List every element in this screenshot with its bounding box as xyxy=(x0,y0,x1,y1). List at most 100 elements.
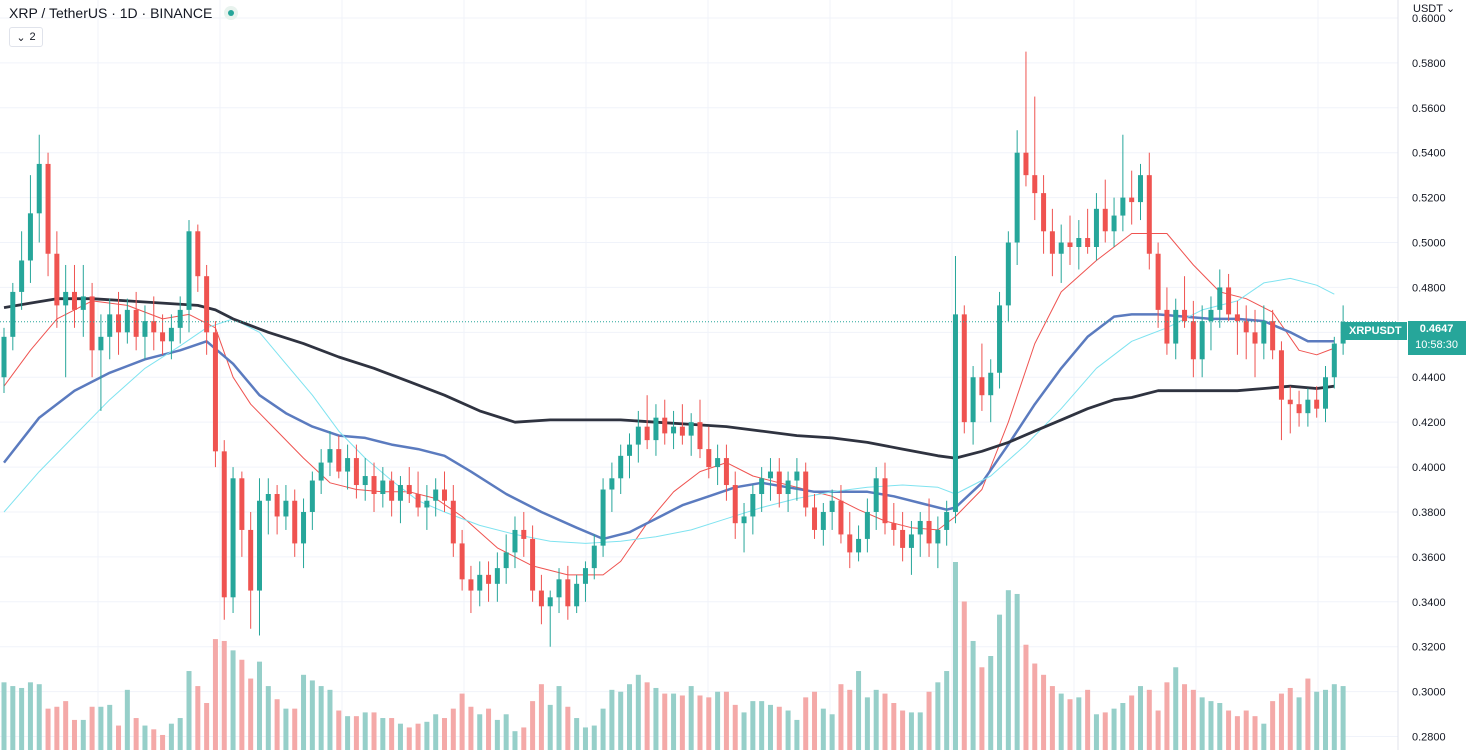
ma-line-ma-cyan xyxy=(3,277,1335,544)
indicators-toggle[interactable]: ⌄ 2 xyxy=(9,27,43,47)
candle xyxy=(450,485,456,557)
candle xyxy=(1137,163,1143,221)
candle-body xyxy=(988,372,994,396)
volume-bar xyxy=(116,725,122,750)
candle xyxy=(1278,341,1284,441)
price-tick-label: 0.3400 xyxy=(1412,597,1446,609)
candle-body xyxy=(353,458,359,486)
volume-bar xyxy=(1305,678,1311,750)
symbol-title[interactable]: XRP / TetherUS · 1D · BINANCE xyxy=(9,5,213,21)
candle-body xyxy=(776,471,782,495)
candle-body xyxy=(283,500,289,517)
volume-bar xyxy=(979,667,985,750)
candle-body xyxy=(98,336,104,351)
candle-body xyxy=(1340,321,1346,344)
volume-bar xyxy=(397,723,403,750)
candle-body xyxy=(1323,377,1328,409)
currency-selector[interactable]: USDT ⌄ xyxy=(1413,2,1455,15)
candle xyxy=(89,282,95,378)
price-tag-symbol: XRPUSDT xyxy=(1344,322,1407,340)
candle xyxy=(54,231,60,328)
volume-bar xyxy=(838,684,844,750)
volume-bar xyxy=(970,640,976,750)
volume-bars xyxy=(1,562,1346,750)
ma-line-ma-fast xyxy=(3,233,1335,576)
volume-bar xyxy=(19,687,25,750)
volume-bar xyxy=(248,678,254,750)
candle-body xyxy=(1085,238,1091,248)
candle xyxy=(116,291,122,355)
volume-bar xyxy=(512,731,518,750)
candle xyxy=(1023,51,1029,187)
candle xyxy=(979,343,985,411)
candle xyxy=(997,291,1003,389)
price-tick-label: 0.4800 xyxy=(1412,282,1446,294)
candle-body xyxy=(477,574,483,591)
candle xyxy=(776,458,782,508)
market-status-icon[interactable] xyxy=(224,6,239,20)
candle-body xyxy=(424,500,430,508)
price-tick-label: 0.3800 xyxy=(1412,507,1446,519)
candle xyxy=(1217,269,1223,328)
candle xyxy=(318,449,324,495)
candle-body xyxy=(1182,309,1188,322)
volume-bar xyxy=(803,697,809,750)
volume-bar xyxy=(1252,716,1258,750)
volume-bar xyxy=(1243,710,1249,750)
candle xyxy=(336,435,342,479)
candle xyxy=(442,471,447,512)
volume-bar xyxy=(917,712,923,750)
candle-body xyxy=(1014,152,1020,243)
candle-body xyxy=(944,511,950,530)
price-tick-label: 0.5400 xyxy=(1412,148,1446,160)
candle xyxy=(812,494,818,539)
candle-body xyxy=(917,520,923,535)
indicator-count: 2 xyxy=(29,31,36,43)
volume-bar xyxy=(362,712,368,750)
candle xyxy=(177,296,183,344)
candle xyxy=(856,525,862,562)
volume-bar xyxy=(1049,686,1055,750)
volume-bar xyxy=(565,706,571,750)
candle xyxy=(635,410,641,463)
candle-body xyxy=(265,494,271,501)
volume-bar xyxy=(336,710,342,750)
candle xyxy=(935,516,941,569)
candle xyxy=(1323,366,1328,423)
candle xyxy=(1190,300,1196,378)
candle-body xyxy=(36,163,42,214)
volume-bar xyxy=(221,640,227,750)
volume-bar xyxy=(36,684,42,750)
chevron-down-icon: ⌄ xyxy=(1445,3,1456,15)
candle-body xyxy=(204,276,210,333)
volume-bar xyxy=(406,727,412,750)
candle xyxy=(503,534,509,584)
candle xyxy=(988,359,994,423)
volume-bar xyxy=(785,710,791,750)
volume-bar xyxy=(151,729,157,750)
candle-body xyxy=(1217,287,1223,310)
candle xyxy=(380,467,386,508)
volume-bar xyxy=(1296,697,1302,750)
candle-body xyxy=(688,422,694,436)
candle xyxy=(63,264,69,378)
volume-bar xyxy=(767,704,773,750)
candle xyxy=(820,502,826,546)
candle-body xyxy=(503,552,509,569)
volume-bar xyxy=(662,693,668,750)
volume-bar xyxy=(239,659,245,750)
candle-body xyxy=(882,478,888,524)
candle xyxy=(345,444,351,490)
volume-bar xyxy=(521,727,527,750)
volume-bar xyxy=(829,714,835,750)
candle-body xyxy=(644,426,650,441)
price-tick-label: 0.5600 xyxy=(1412,103,1446,115)
candle-body xyxy=(19,260,25,292)
candle-body xyxy=(530,538,536,591)
volume-bar xyxy=(732,704,738,750)
candle-body xyxy=(362,476,368,486)
candle xyxy=(230,467,236,614)
candle-body xyxy=(1129,197,1135,203)
candle xyxy=(274,485,280,535)
